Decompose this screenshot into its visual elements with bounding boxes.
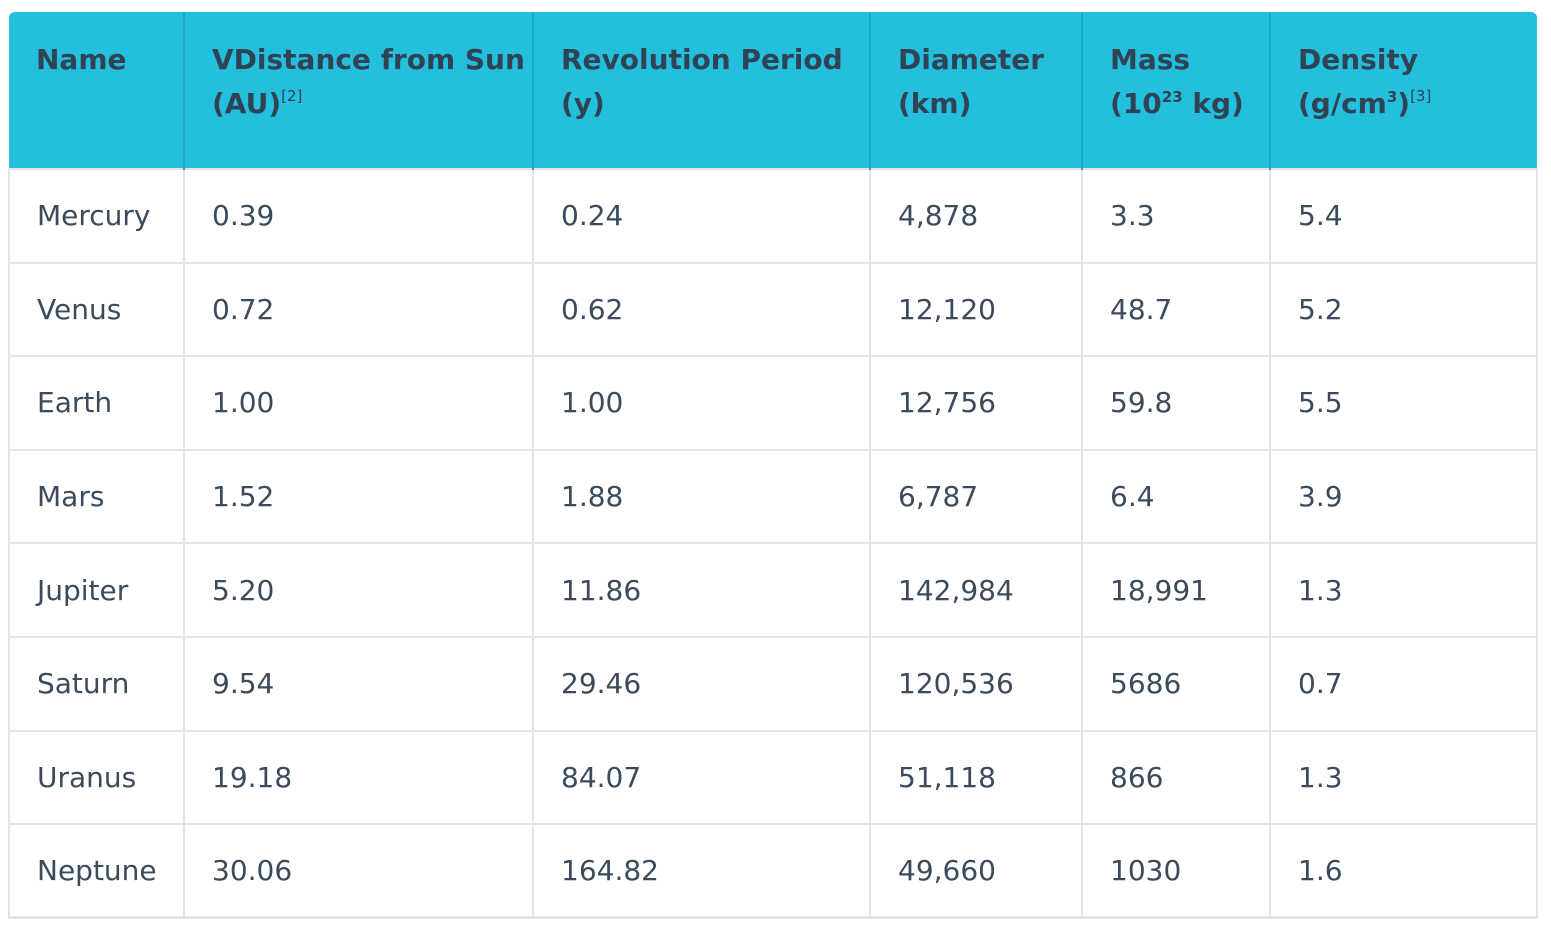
- cell-density: 3.9: [1269, 448, 1538, 545]
- cell-distance: 0.39: [183, 168, 534, 264]
- header-density-unit-post: ): [1397, 87, 1411, 120]
- header-row: Name VDistance from Sun (AU)[2] Revoluti…: [9, 12, 1537, 169]
- planet-data-table-container: Name VDistance from Sun (AU)[2] Revoluti…: [8, 12, 1538, 920]
- cell-density: 5.5: [1269, 355, 1538, 451]
- cell-diameter: 4,878: [869, 168, 1083, 264]
- cell-mass: 59.8: [1081, 355, 1271, 451]
- header-density-unit: (g/cm3)[3]: [1298, 82, 1511, 126]
- cell-diameter: 51,118: [869, 729, 1083, 826]
- cell-mass: 3.3: [1081, 168, 1271, 264]
- cell-mass: 48.7: [1081, 261, 1271, 358]
- header-revolution-unit: (y): [561, 87, 605, 120]
- header-mass-exponent: 23: [1161, 88, 1183, 106]
- cell-name: Venus: [8, 261, 185, 358]
- cell-mass: 18,991: [1081, 542, 1271, 638]
- header-name: Name: [9, 12, 184, 169]
- table-header: Name VDistance from Sun (AU)[2] Revoluti…: [9, 12, 1537, 169]
- planet-data-table: Name VDistance from Sun (AU)[2] Revoluti…: [8, 12, 1538, 920]
- cell-distance: 30.06: [183, 823, 534, 920]
- header-density: Density (g/cm3)[3]: [1269, 12, 1537, 169]
- cell-density: 1.3: [1269, 542, 1538, 638]
- cell-diameter: 6,787: [869, 448, 1083, 545]
- table-row: Mercury 0.39 0.24 4,878 3.3 5.4: [8, 168, 1538, 264]
- cell-revolution: 0.62: [532, 261, 871, 358]
- header-mass-unit: (1023 kg): [1110, 82, 1244, 126]
- table-row: Venus 0.72 0.62 12,120 48.7 5.2: [8, 261, 1538, 358]
- cell-distance: 5.20: [183, 542, 534, 638]
- header-mass-label: Mass: [1110, 43, 1191, 76]
- cell-name: Mercury: [8, 168, 185, 264]
- cell-revolution: 1.88: [532, 448, 871, 545]
- cell-density: 5.2: [1269, 261, 1538, 358]
- cell-diameter: 49,660: [869, 823, 1083, 920]
- header-distance-unit: (AU)[2]: [212, 82, 506, 126]
- header-distance-unit-text: (AU): [212, 87, 282, 120]
- header-diameter-label: Diameter: [898, 43, 1045, 76]
- cell-mass: 866: [1081, 729, 1271, 826]
- table-row: Saturn 9.54 29.46 120,536 5686 0.7: [8, 635, 1538, 732]
- cell-density: 1.3: [1269, 729, 1538, 826]
- cell-revolution: 1.00: [532, 355, 871, 451]
- table-row: Jupiter 5.20 11.86 142,984 18,991 1.3: [8, 542, 1538, 638]
- cell-distance: 9.54: [183, 635, 534, 732]
- header-density-exponent: 3: [1386, 88, 1398, 106]
- header-diameter-unit: (km): [898, 87, 972, 120]
- cell-revolution: 164.82: [532, 823, 871, 920]
- header-revolution-label: Revolution Period: [561, 43, 843, 76]
- cell-name: Mars: [8, 448, 185, 545]
- cell-name: Saturn: [8, 635, 185, 732]
- header-density-unit-pre: (g/cm: [1298, 87, 1387, 120]
- cell-name: Uranus: [8, 729, 185, 826]
- table-row: Mars 1.52 1.88 6,787 6.4 3.9: [8, 448, 1538, 545]
- footnote-ref-3[interactable]: [3]: [1410, 87, 1432, 105]
- cell-diameter: 12,120: [869, 261, 1083, 358]
- cell-revolution: 29.46: [532, 635, 871, 732]
- cell-diameter: 120,536: [869, 635, 1083, 732]
- cell-density: 1.6: [1269, 823, 1538, 920]
- header-distance-label: VDistance from Sun: [212, 43, 525, 76]
- cell-mass: 6.4: [1081, 448, 1271, 545]
- cell-diameter: 12,756: [869, 355, 1083, 451]
- header-diameter: Diameter (km): [869, 12, 1082, 169]
- header-mass: Mass (1023 kg): [1081, 12, 1270, 169]
- cell-name: Earth: [8, 355, 185, 451]
- cell-diameter: 142,984: [869, 542, 1083, 638]
- header-density-label: Density: [1298, 43, 1419, 76]
- cell-revolution: 84.07: [532, 729, 871, 826]
- table-body: Mercury 0.39 0.24 4,878 3.3 5.4 Venus 0.…: [8, 168, 1538, 920]
- table-row: Uranus 19.18 84.07 51,118 866 1.3: [8, 729, 1538, 826]
- header-distance: VDistance from Sun (AU)[2]: [183, 12, 533, 169]
- cell-mass: 5686: [1081, 635, 1271, 732]
- header-mass-unit-pre: (10: [1110, 87, 1162, 120]
- cell-distance: 1.52: [183, 448, 534, 545]
- cell-revolution: 11.86: [532, 542, 871, 638]
- cell-name: Neptune: [8, 823, 185, 920]
- header-revolution: Revolution Period (y): [532, 12, 870, 169]
- cell-mass: 1030: [1081, 823, 1271, 920]
- cell-distance: 1.00: [183, 355, 534, 451]
- cell-revolution: 0.24: [532, 168, 871, 264]
- footnote-ref-2[interactable]: [2]: [281, 87, 303, 105]
- header-mass-unit-post: kg): [1182, 87, 1244, 120]
- cell-density: 0.7: [1269, 635, 1538, 732]
- table-row: Earth 1.00 1.00 12,756 59.8 5.5: [8, 355, 1538, 451]
- cell-name: Jupiter: [8, 542, 185, 638]
- cell-distance: 0.72: [183, 261, 534, 358]
- cell-density: 5.4: [1269, 168, 1538, 264]
- cell-distance: 19.18: [183, 729, 534, 826]
- header-name-label: Name: [36, 43, 127, 76]
- table-row: Neptune 30.06 164.82 49,660 1030 1.6: [8, 823, 1538, 920]
